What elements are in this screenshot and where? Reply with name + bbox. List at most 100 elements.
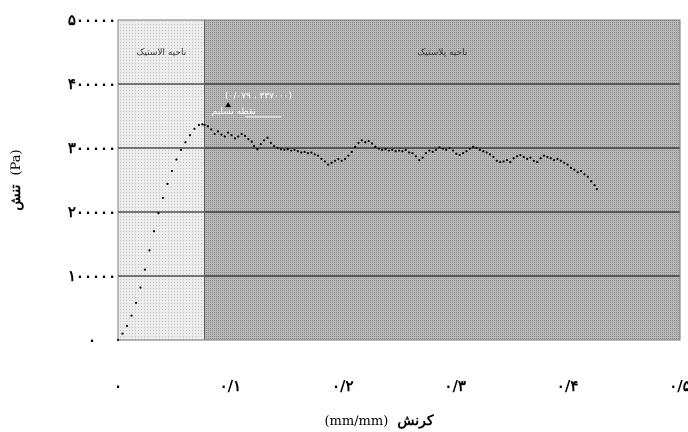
data-point bbox=[387, 149, 390, 152]
x-axis-ticks: ۰ ۰/۱ ۰/۲ ۰/۳ ۰/۴ ۰/۵ bbox=[114, 377, 688, 395]
y-tick-label: ۴۰۰۰۰۰ bbox=[68, 75, 116, 93]
data-point bbox=[266, 136, 269, 139]
data-point bbox=[579, 169, 583, 173]
data-point bbox=[166, 182, 169, 185]
data-point bbox=[330, 161, 333, 164]
data-point bbox=[237, 135, 240, 138]
data-point bbox=[549, 157, 552, 160]
data-point bbox=[343, 157, 347, 160]
data-point bbox=[529, 156, 532, 159]
data-point bbox=[170, 169, 174, 173]
data-point bbox=[472, 145, 475, 148]
data-point bbox=[327, 163, 330, 166]
data-point bbox=[553, 159, 556, 162]
data-point bbox=[482, 150, 485, 153]
data-point bbox=[485, 151, 488, 154]
data-point bbox=[143, 268, 147, 271]
data-point bbox=[220, 133, 223, 136]
data-point bbox=[532, 159, 535, 162]
data-point bbox=[303, 150, 306, 153]
data-point bbox=[566, 163, 569, 166]
data-point bbox=[354, 145, 357, 148]
data-point bbox=[431, 150, 434, 153]
data-point bbox=[213, 132, 216, 136]
data-point bbox=[488, 153, 492, 156]
data-point bbox=[252, 144, 256, 148]
y-tick-label: ۰ bbox=[88, 331, 96, 349]
x-tick-label: ۰/۱ bbox=[220, 377, 242, 395]
data-point bbox=[593, 184, 596, 187]
data-point bbox=[377, 147, 380, 150]
data-point bbox=[139, 286, 142, 289]
gridlines bbox=[118, 83, 680, 277]
data-point bbox=[337, 157, 340, 160]
data-point bbox=[512, 157, 515, 160]
data-point bbox=[310, 151, 313, 154]
y-axis-label-unit: (Pa) bbox=[9, 149, 24, 175]
data-point bbox=[175, 158, 178, 161]
data-point bbox=[296, 150, 299, 153]
data-point bbox=[364, 141, 367, 144]
data-point bbox=[300, 151, 303, 154]
data-point bbox=[495, 159, 498, 162]
data-point bbox=[179, 148, 183, 152]
data-point bbox=[188, 134, 192, 137]
data-point bbox=[542, 154, 546, 157]
x-tick-label: ۰ bbox=[114, 377, 122, 395]
yield-point-label: نقطه تسلیم bbox=[212, 107, 256, 117]
data-point bbox=[223, 135, 226, 138]
data-point bbox=[230, 134, 233, 137]
data-point bbox=[263, 139, 266, 142]
data-point bbox=[370, 142, 374, 145]
data-point bbox=[556, 157, 559, 160]
plot-border bbox=[117, 19, 681, 341]
data-point bbox=[515, 155, 519, 158]
y-axis-label-name: تنش bbox=[8, 184, 24, 210]
data-point bbox=[595, 187, 598, 191]
y-axis-ticks: ۰ ۱۰۰۰۰۰ ۲۰۰۰۰۰ ۳۰۰۰۰۰ ۴۰۰۰۰۰ ۵۰۰۰۰۰ bbox=[68, 11, 116, 349]
y-tick-label: ۱۰۰۰۰۰ bbox=[68, 267, 116, 285]
y-tick-label: ۲۰۰۰۰۰ bbox=[68, 203, 116, 221]
data-point bbox=[347, 154, 350, 157]
x-axis-label-unit: (mm/mm) bbox=[324, 414, 388, 429]
data-point bbox=[455, 152, 458, 155]
data-point bbox=[233, 137, 236, 140]
data-point bbox=[333, 159, 337, 162]
data-point bbox=[203, 123, 206, 127]
data-point bbox=[404, 148, 407, 152]
data-point bbox=[445, 148, 448, 152]
data-point bbox=[293, 148, 296, 152]
y-tick-label: ۵۰۰۰۰۰ bbox=[68, 11, 116, 29]
yield-point-marker bbox=[225, 102, 232, 108]
yield-point-coordinates: (۰/۰۷۹ ، ۳۳۷۰۰۰) bbox=[225, 92, 292, 102]
data-point bbox=[573, 168, 576, 171]
data-point bbox=[227, 131, 230, 134]
data-point bbox=[276, 146, 279, 150]
data-point bbox=[320, 157, 323, 160]
data-point bbox=[116, 338, 120, 342]
data-point bbox=[152, 230, 156, 233]
data-point bbox=[256, 148, 259, 151]
data-point bbox=[391, 148, 394, 152]
data-point bbox=[586, 175, 589, 178]
data-point bbox=[197, 123, 201, 127]
data-point bbox=[418, 159, 421, 162]
data-point bbox=[250, 140, 253, 143]
data-point bbox=[313, 153, 316, 156]
data-point bbox=[434, 148, 438, 152]
data-point bbox=[475, 146, 478, 150]
y-axis-label: تنش (Pa) bbox=[5, 149, 24, 210]
data-point bbox=[583, 173, 586, 176]
data-point bbox=[458, 153, 461, 157]
data-point bbox=[438, 146, 441, 149]
data-point bbox=[157, 212, 160, 215]
x-axis-label-name: کرنش bbox=[397, 413, 433, 429]
plastic-region-label: ناحیه پلاستیک bbox=[417, 48, 467, 58]
data-point bbox=[247, 137, 250, 141]
data-point bbox=[397, 149, 401, 152]
data-point bbox=[451, 149, 455, 152]
data-point bbox=[590, 180, 593, 183]
data-point bbox=[559, 159, 562, 162]
data-point bbox=[130, 314, 133, 317]
data-point bbox=[428, 149, 431, 152]
